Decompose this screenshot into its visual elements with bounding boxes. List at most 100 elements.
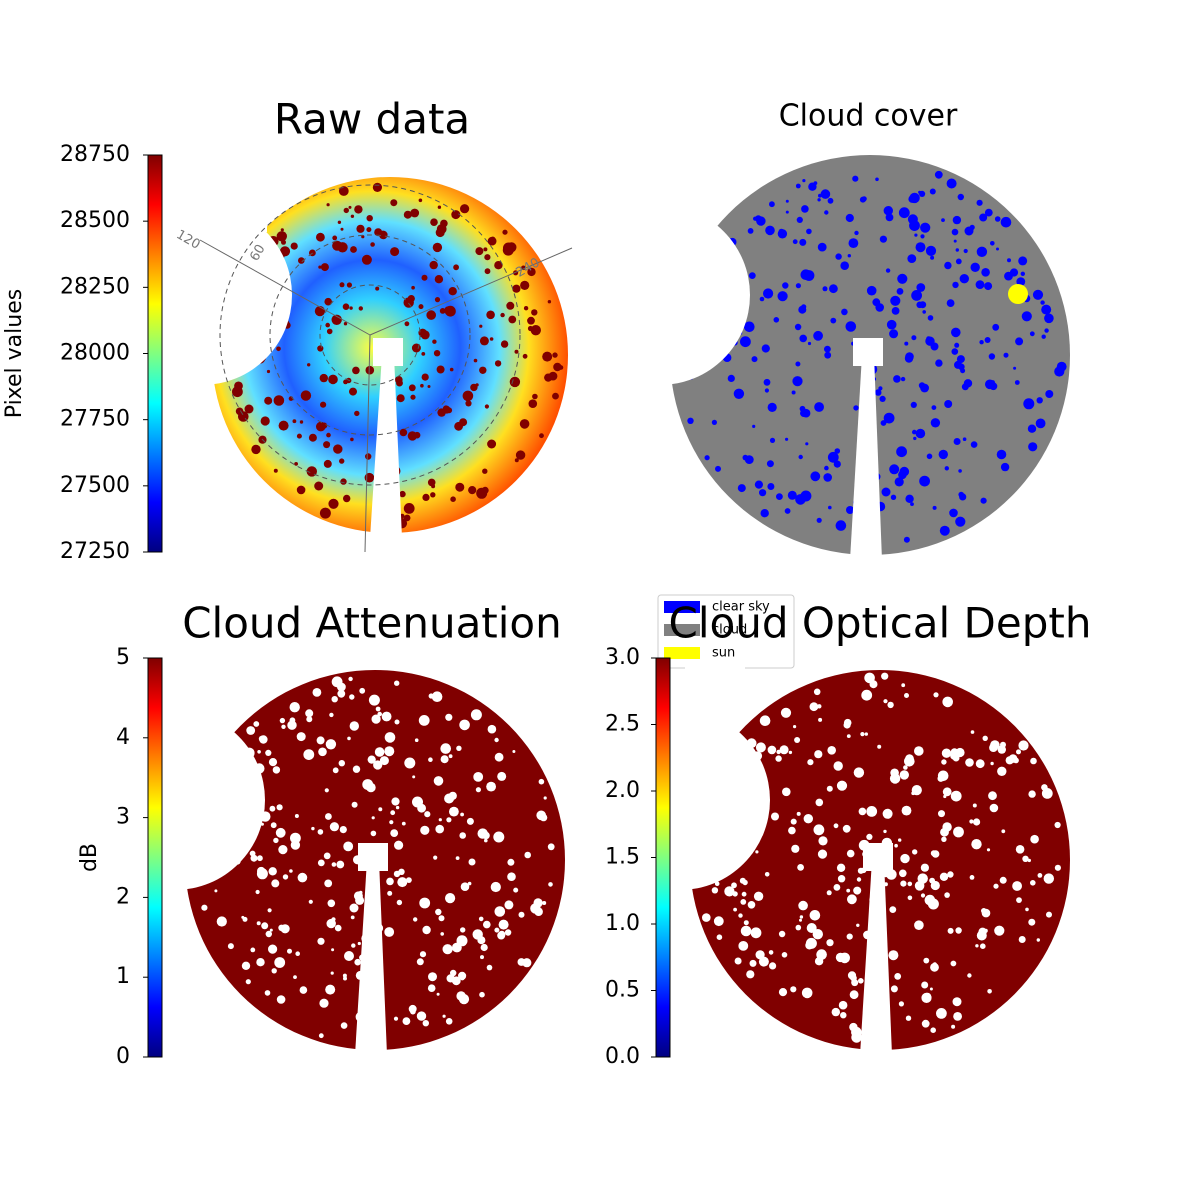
sky-blob <box>480 943 488 952</box>
sky-blob <box>484 404 489 409</box>
sky-blob <box>910 401 917 408</box>
sky-blob <box>752 424 756 428</box>
sky-blob <box>466 817 474 825</box>
sky-blob <box>428 757 433 762</box>
sky-blob <box>265 749 272 757</box>
sky-blob <box>336 860 345 869</box>
sky-blob <box>343 322 348 326</box>
panel-title: Raw data <box>274 95 470 144</box>
sky-blob <box>329 712 334 718</box>
sky-blob <box>944 466 949 471</box>
sky-blob <box>833 761 843 771</box>
sky-blob <box>498 919 509 930</box>
sky-blob <box>512 284 521 293</box>
sky-blob <box>809 702 819 712</box>
sky-blob <box>980 497 987 504</box>
sky-blob <box>893 375 901 383</box>
sky-blob <box>458 971 467 981</box>
sky-blob <box>390 829 399 837</box>
sky-blob <box>390 199 398 207</box>
colorbar-tick-label: 0 <box>116 1044 130 1069</box>
sky-blob <box>507 872 516 881</box>
sky-blob <box>907 254 917 263</box>
sky-blob <box>539 433 544 439</box>
sky-blob <box>317 829 324 835</box>
sky-blob <box>1040 300 1045 305</box>
sky-blob <box>932 505 937 510</box>
sky-blob <box>428 693 434 699</box>
sky-blob <box>714 881 720 886</box>
sky-blob <box>954 342 960 348</box>
sky-blob <box>875 303 884 312</box>
sky-blob <box>778 228 785 235</box>
polar-ring <box>269 234 471 436</box>
sky-blob <box>828 505 832 510</box>
sky-blob <box>349 721 359 731</box>
sky-blob <box>898 1001 905 1007</box>
sky-blob <box>801 304 807 310</box>
sky-blob <box>740 925 752 937</box>
sky-blob <box>523 306 529 311</box>
sky-blob <box>900 880 907 887</box>
sky-blob <box>1013 366 1017 370</box>
sky-blob <box>287 720 297 730</box>
sky-blob <box>887 701 894 709</box>
sky-blob <box>427 984 436 992</box>
sky-blob <box>410 394 416 400</box>
sky-blob <box>527 267 536 277</box>
sky-blob <box>312 688 322 697</box>
sky-blob <box>396 899 403 906</box>
sky-blob <box>440 219 448 228</box>
sky-blob <box>548 371 558 381</box>
sky-blob <box>420 383 424 388</box>
sky-blob <box>904 341 909 346</box>
sky-blob <box>330 971 334 975</box>
sky-blob <box>316 232 325 242</box>
sky-blob <box>1036 938 1041 942</box>
sky-blob <box>766 460 774 468</box>
sky-blob <box>982 735 988 741</box>
sky-blob <box>362 779 374 790</box>
sky-blob <box>395 805 400 810</box>
sky-blob <box>781 952 788 958</box>
sky-blob <box>1005 756 1014 765</box>
sky-blob <box>901 683 906 688</box>
sky-blob <box>930 342 939 351</box>
sky-image <box>85 665 565 1055</box>
sky-blob <box>490 881 501 893</box>
sky-blob <box>368 694 380 706</box>
sky-blob <box>460 204 470 214</box>
sky-blob <box>894 477 904 487</box>
sky-blob <box>746 970 755 979</box>
sky-blob <box>268 758 278 767</box>
sky-blob <box>420 330 430 340</box>
sky-blob <box>421 274 428 281</box>
sky-blob <box>829 284 838 294</box>
sky-blob <box>513 887 519 893</box>
sky-blob <box>1041 334 1046 339</box>
sky-blob <box>943 794 947 799</box>
sky-blob <box>1056 361 1067 372</box>
sky-blob <box>849 1022 858 1032</box>
sky-blob <box>276 995 286 1004</box>
sky-blob <box>487 439 497 449</box>
sky-blob <box>530 325 541 336</box>
sky-blob <box>319 373 328 383</box>
sky-blob <box>543 796 547 800</box>
polar-axis <box>369 247 573 336</box>
sky-blob <box>337 220 342 224</box>
sky-blob <box>1041 788 1053 799</box>
sky-blob <box>833 460 841 468</box>
sky-blob <box>847 254 851 258</box>
sky-blob <box>760 509 769 518</box>
sky-blob <box>267 908 272 913</box>
legend-swatch <box>664 647 700 659</box>
sky-blob <box>494 261 503 270</box>
sky-blob <box>777 291 788 302</box>
sky-blob <box>755 742 766 753</box>
sky-blob <box>337 682 346 692</box>
sky-blob <box>303 749 315 760</box>
sky-blob <box>352 366 360 375</box>
sky-blob <box>347 736 351 741</box>
sky-blob <box>1018 256 1028 266</box>
